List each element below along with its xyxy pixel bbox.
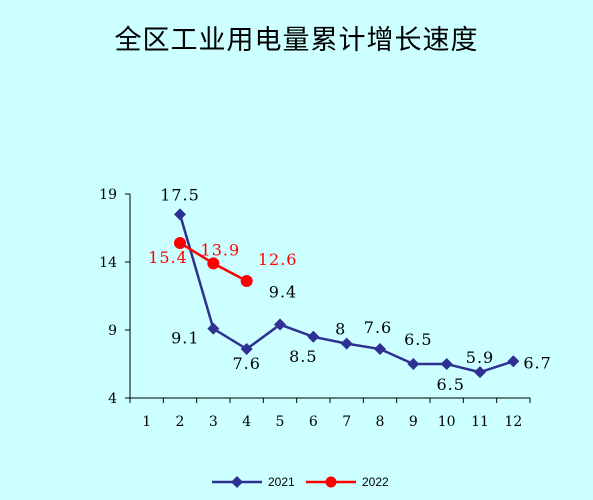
series-2021-point bbox=[174, 208, 186, 221]
data-label-2021: 5.9 bbox=[466, 348, 494, 367]
legend-2022-marker bbox=[325, 476, 337, 488]
series-2022-point bbox=[240, 275, 253, 288]
data-label-2022: 13.9 bbox=[201, 240, 241, 259]
x-tick-label: 6 bbox=[309, 414, 318, 430]
chart-series bbox=[174, 208, 520, 379]
series-2021-point bbox=[374, 343, 386, 356]
series-2021-point bbox=[274, 318, 286, 331]
series-2022-point bbox=[174, 236, 186, 249]
data-labels: 17.59.17.69.48.58 7.66.56.55.9 6.715.4 13.9… bbox=[148, 185, 551, 394]
data-label-2021: 17.5 bbox=[160, 185, 200, 204]
data-label-2022: 15.4 bbox=[148, 248, 188, 267]
x-tick-label: 2 bbox=[176, 414, 185, 430]
y-tick-label: 19 bbox=[99, 187, 117, 203]
data-label-2021: 6.7 bbox=[523, 353, 551, 372]
y-tick-label: 9 bbox=[108, 323, 117, 339]
legend-2022-label: 2022 bbox=[362, 475, 389, 489]
series-2021-point bbox=[307, 330, 320, 343]
x-tick-label: 8 bbox=[376, 414, 385, 430]
x-tick-label: 4 bbox=[242, 414, 251, 430]
x-tick-label: 3 bbox=[209, 414, 218, 430]
data-label-2021: 6.5 bbox=[404, 330, 432, 349]
data-label-2021: 9.4 bbox=[269, 283, 297, 302]
y-tick-label: 14 bbox=[99, 255, 117, 271]
series-2021-point bbox=[340, 337, 353, 350]
series-2021-point bbox=[207, 322, 220, 335]
series-2021-point bbox=[407, 358, 420, 370]
y-tick-label: 4 bbox=[108, 391, 117, 407]
x-tick-label: 12 bbox=[504, 414, 522, 430]
x-tick-label: 5 bbox=[276, 414, 285, 430]
x-tick-label: 11 bbox=[471, 414, 489, 430]
data-label-2021: 7.6 bbox=[232, 354, 260, 373]
chart-legend: 2021 2022 bbox=[212, 475, 389, 489]
data-label-2021: 6.5 bbox=[436, 375, 464, 394]
data-label-2021: 8.5 bbox=[289, 347, 317, 366]
series-2021-point bbox=[507, 355, 520, 368]
series-2021-point bbox=[474, 366, 486, 379]
x-tick-label: 9 bbox=[409, 414, 418, 430]
legend-2021-label: 2021 bbox=[268, 475, 295, 489]
data-label-2021: 9.1 bbox=[171, 329, 199, 348]
x-tick-label: 7 bbox=[342, 414, 351, 430]
data-label-2021: 8 bbox=[335, 320, 346, 339]
series-2022-point bbox=[207, 257, 220, 270]
data-label-2022: 12.6 bbox=[258, 250, 298, 269]
series-2021-point bbox=[240, 343, 253, 356]
x-tick-label: 1 bbox=[142, 414, 151, 430]
legend-2021-marker bbox=[231, 476, 243, 488]
series-2021-point bbox=[440, 358, 453, 370]
chart-title: 全区工业用电量累计增长速度 bbox=[114, 25, 479, 56]
data-label-2021: 7.6 bbox=[364, 318, 392, 337]
x-tick-label: 10 bbox=[438, 414, 456, 430]
